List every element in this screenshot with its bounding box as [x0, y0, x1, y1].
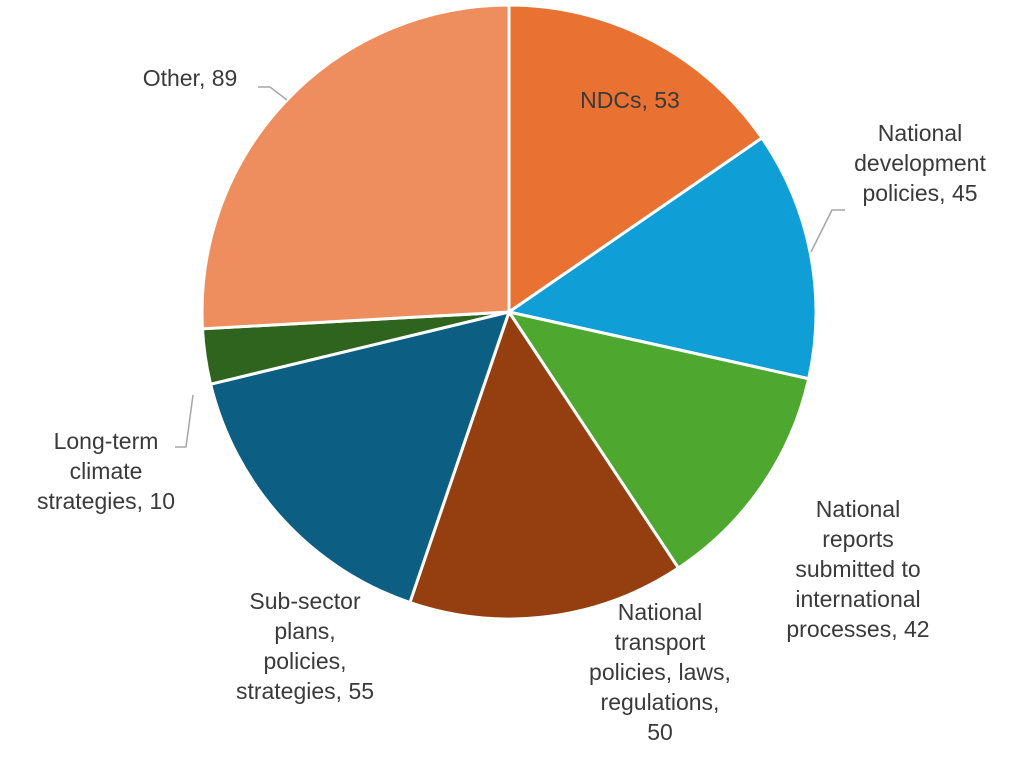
- slice-national-development-policies: [507, 136, 818, 381]
- data-label-line: policies, 45: [862, 180, 977, 206]
- slice-national-reports-submitted-to-international-processes: [507, 310, 811, 570]
- data-label-national-development-policies: National development policies, 45: [854, 120, 986, 206]
- data-label-other: Other, 89: [143, 65, 238, 91]
- data-label-line: National: [816, 496, 900, 522]
- data-label-line: climate: [70, 458, 143, 484]
- data-label-line: NDCs, 53: [580, 87, 680, 113]
- data-label-line: processes, 42: [786, 616, 929, 642]
- data-label-national-reports-submitted-to-international-processes: National reports submitted to international…: [786, 496, 929, 642]
- data-label-line: regulations,: [601, 689, 720, 715]
- data-label-line: Sub-sector: [249, 588, 361, 614]
- data-label-line: reports: [822, 526, 894, 552]
- data-label-line: international: [795, 586, 920, 612]
- data-label-line: National: [618, 599, 702, 625]
- data-label-line: National: [878, 120, 962, 146]
- data-label-line: development: [854, 150, 986, 176]
- leader-lines: [175, 86, 845, 448]
- data-label-line: Other, 89: [143, 65, 238, 91]
- data-label-long-term-climate-strategies: Long-term climate strategies, 10: [37, 428, 175, 514]
- data-label-line: Long-term: [54, 428, 159, 454]
- data-label-line: strategies, 55: [236, 678, 374, 704]
- data-label-line: submitted to: [795, 556, 920, 582]
- data-label-sub-sector-plans-policies-strategies: Sub-sector plans, policies, strategies, 55: [236, 588, 374, 704]
- data-label-ndcs: NDCs, 53: [580, 87, 680, 113]
- data-label-line: strategies, 10: [37, 488, 175, 514]
- data-label-line: plans,: [274, 618, 335, 644]
- data-label-national-transport-policies-laws-regulations: National transport policies, laws, regulati…: [589, 599, 731, 745]
- leader-line-other: [258, 86, 288, 101]
- data-label-line: 50: [647, 719, 673, 745]
- data-label-line: transport: [615, 629, 706, 655]
- pie-slices: [200, 3, 818, 621]
- slice-ndcs: [507, 3, 764, 314]
- data-label-line: policies,: [263, 648, 346, 674]
- slice-national-transport-policies-laws-regulations: [408, 310, 680, 621]
- data-label-line: policies, laws,: [589, 659, 731, 685]
- leader-line-long-term-climate-strategies: [175, 394, 194, 448]
- slice-sub-sector-plans-policies-strategies: [209, 310, 511, 605]
- slice-other: [200, 3, 511, 331]
- leader-line-national-development-policies: [810, 209, 845, 253]
